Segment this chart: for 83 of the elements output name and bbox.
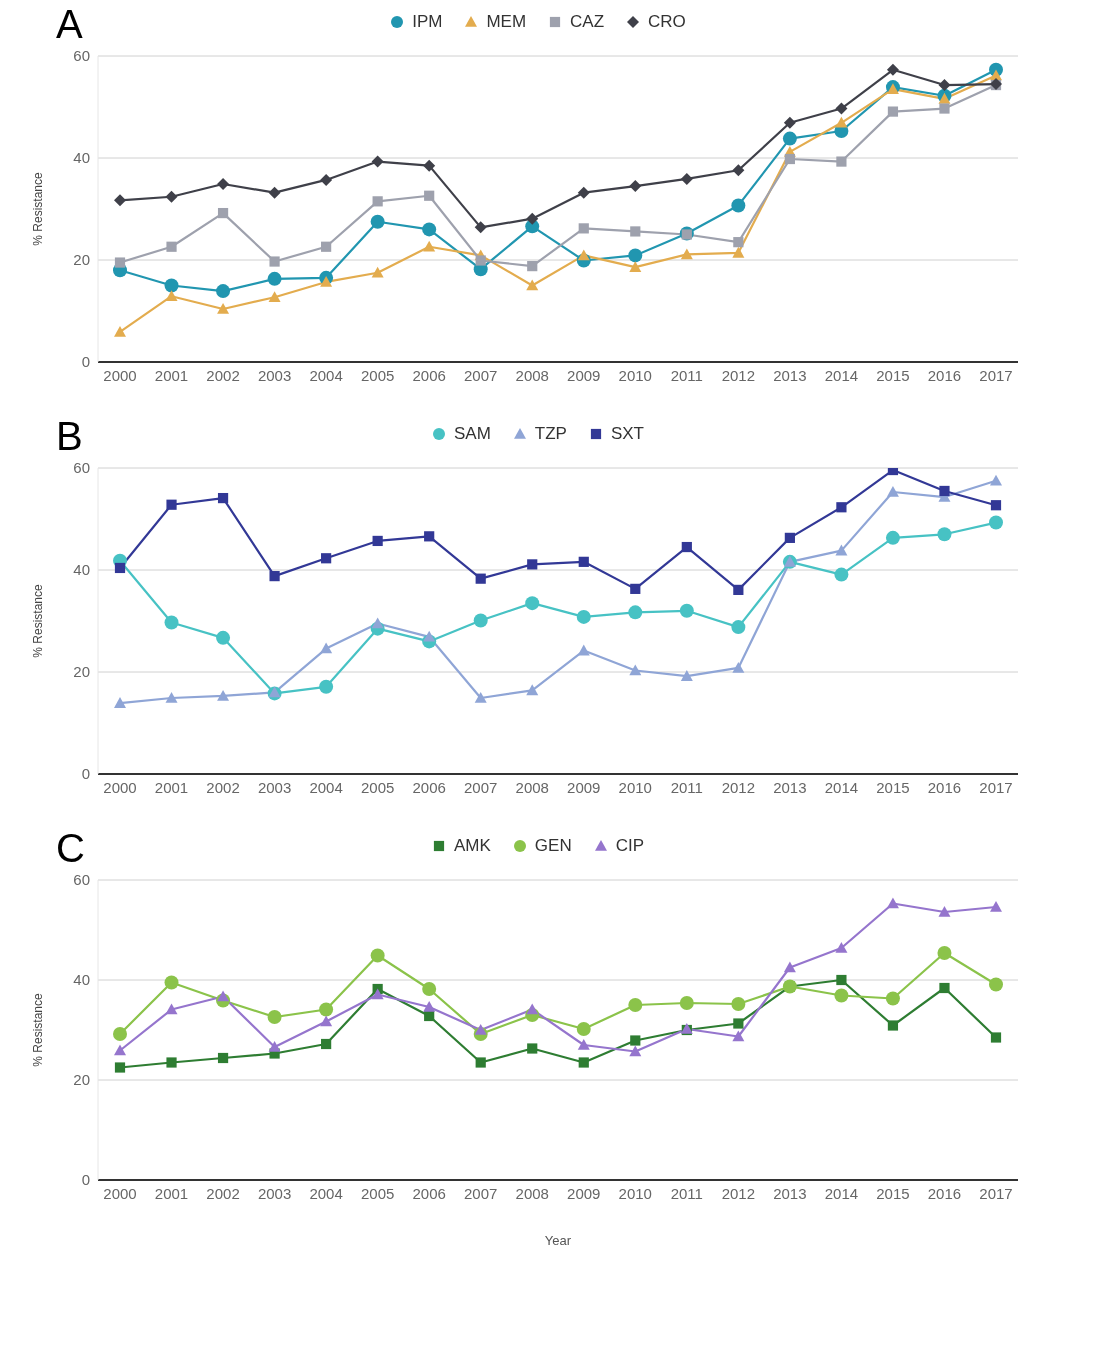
legend-label: GEN: [534, 836, 572, 856]
y-tick-label: 40: [73, 561, 90, 579]
y-tick-label: 60: [73, 459, 90, 477]
legend-label: SAM: [453, 424, 491, 444]
x-tick-label: 2010: [618, 366, 652, 384]
y-axis-title: % Resistance: [31, 584, 46, 658]
x-tick-label: 2004: [309, 1184, 343, 1202]
y-tick-label: 40: [73, 149, 90, 167]
chart-title: C: [56, 826, 85, 871]
y-tick-label: 60: [73, 47, 90, 65]
x-axis-title: Year: [544, 1233, 572, 1248]
x-tick-label: 2001: [154, 1184, 189, 1202]
legend-label: IPM: [412, 12, 443, 32]
x-tick-label: 2016: [927, 1184, 962, 1202]
y-tick-label: 20: [73, 251, 90, 269]
y-tick-label: 20: [73, 663, 90, 681]
x-tick-label: 2009: [567, 778, 601, 796]
x-tick-label: 2001: [154, 778, 189, 796]
x-tick-label: 2008: [515, 778, 549, 796]
x-tick-label: 2012: [721, 1184, 756, 1202]
x-tick-label: 2008: [515, 366, 549, 384]
x-tick-label: 2017: [979, 366, 1013, 384]
x-tick-label: 2007: [464, 366, 498, 384]
y-axis-title: % Resistance: [31, 172, 46, 246]
x-tick-label: 2013: [773, 778, 807, 796]
x-tick-label: 2014: [824, 1184, 859, 1202]
x-tick-label: 2011: [670, 778, 703, 796]
legend-label: AMK: [453, 836, 491, 856]
chart-title: B: [56, 414, 83, 459]
x-tick-label: 2003: [257, 366, 292, 384]
y-axis-title: % Resistance: [31, 993, 46, 1067]
x-tick-label: 2010: [618, 778, 652, 796]
x-tick-label: 2002: [206, 366, 240, 384]
legend-label: CAZ: [570, 12, 605, 32]
legend-label: CRO: [648, 12, 686, 32]
x-tick-label: 2005: [360, 366, 395, 384]
y-tick-label: 0: [81, 353, 90, 371]
x-tick-label: 2004: [309, 366, 343, 384]
x-tick-label: 2016: [927, 778, 962, 796]
x-tick-label: 2012: [721, 366, 756, 384]
x-tick-label: 2013: [773, 1184, 807, 1202]
x-tick-label: 2014: [824, 366, 859, 384]
y-tick-label: 40: [73, 971, 90, 989]
x-tick-label: 2007: [464, 1184, 498, 1202]
x-tick-label: 2000: [103, 366, 137, 384]
x-tick-label: 2003: [257, 778, 292, 796]
legend-label: MEM: [486, 12, 527, 32]
x-tick-label: 2009: [567, 1184, 601, 1202]
x-tick-label: 2014: [824, 778, 859, 796]
legend-label: CIP: [615, 836, 645, 856]
x-tick-label: 2004: [309, 778, 343, 796]
x-tick-label: 2006: [412, 1184, 446, 1202]
x-tick-label: 2015: [876, 778, 910, 796]
x-tick-label: 2010: [618, 1184, 652, 1202]
x-tick-label: 2007: [464, 778, 498, 796]
chart-title: A: [56, 2, 83, 47]
x-tick-label: 2002: [206, 778, 240, 796]
x-tick-label: 2011: [670, 1184, 703, 1202]
x-tick-label: 2001: [154, 366, 189, 384]
x-tick-label: 2002: [206, 1184, 240, 1202]
legend-label: SXT: [610, 424, 644, 444]
x-tick-label: 2005: [360, 1184, 395, 1202]
x-tick-label: 2017: [979, 778, 1013, 796]
y-tick-label: 0: [81, 1171, 90, 1189]
x-tick-label: 2015: [876, 366, 910, 384]
x-tick-label: 2012: [721, 778, 756, 796]
x-tick-label: 2000: [103, 1184, 137, 1202]
x-tick-label: 2011: [670, 366, 703, 384]
y-tick-label: 0: [81, 765, 90, 783]
y-tick-label: 20: [73, 1071, 90, 1089]
x-tick-label: 2005: [360, 778, 395, 796]
x-tick-label: 2006: [412, 366, 446, 384]
x-tick-label: 2006: [412, 778, 446, 796]
x-tick-label: 2003: [257, 1184, 292, 1202]
legend-label: TZP: [534, 424, 567, 444]
x-tick-label: 2000: [103, 778, 137, 796]
x-tick-label: 2008: [515, 1184, 549, 1202]
x-tick-label: 2015: [876, 1184, 910, 1202]
x-tick-label: 2009: [567, 366, 601, 384]
x-tick-label: 2016: [927, 366, 962, 384]
x-tick-label: 2013: [773, 366, 807, 384]
y-tick-label: 60: [73, 871, 90, 889]
x-tick-label: 2017: [979, 1184, 1013, 1202]
